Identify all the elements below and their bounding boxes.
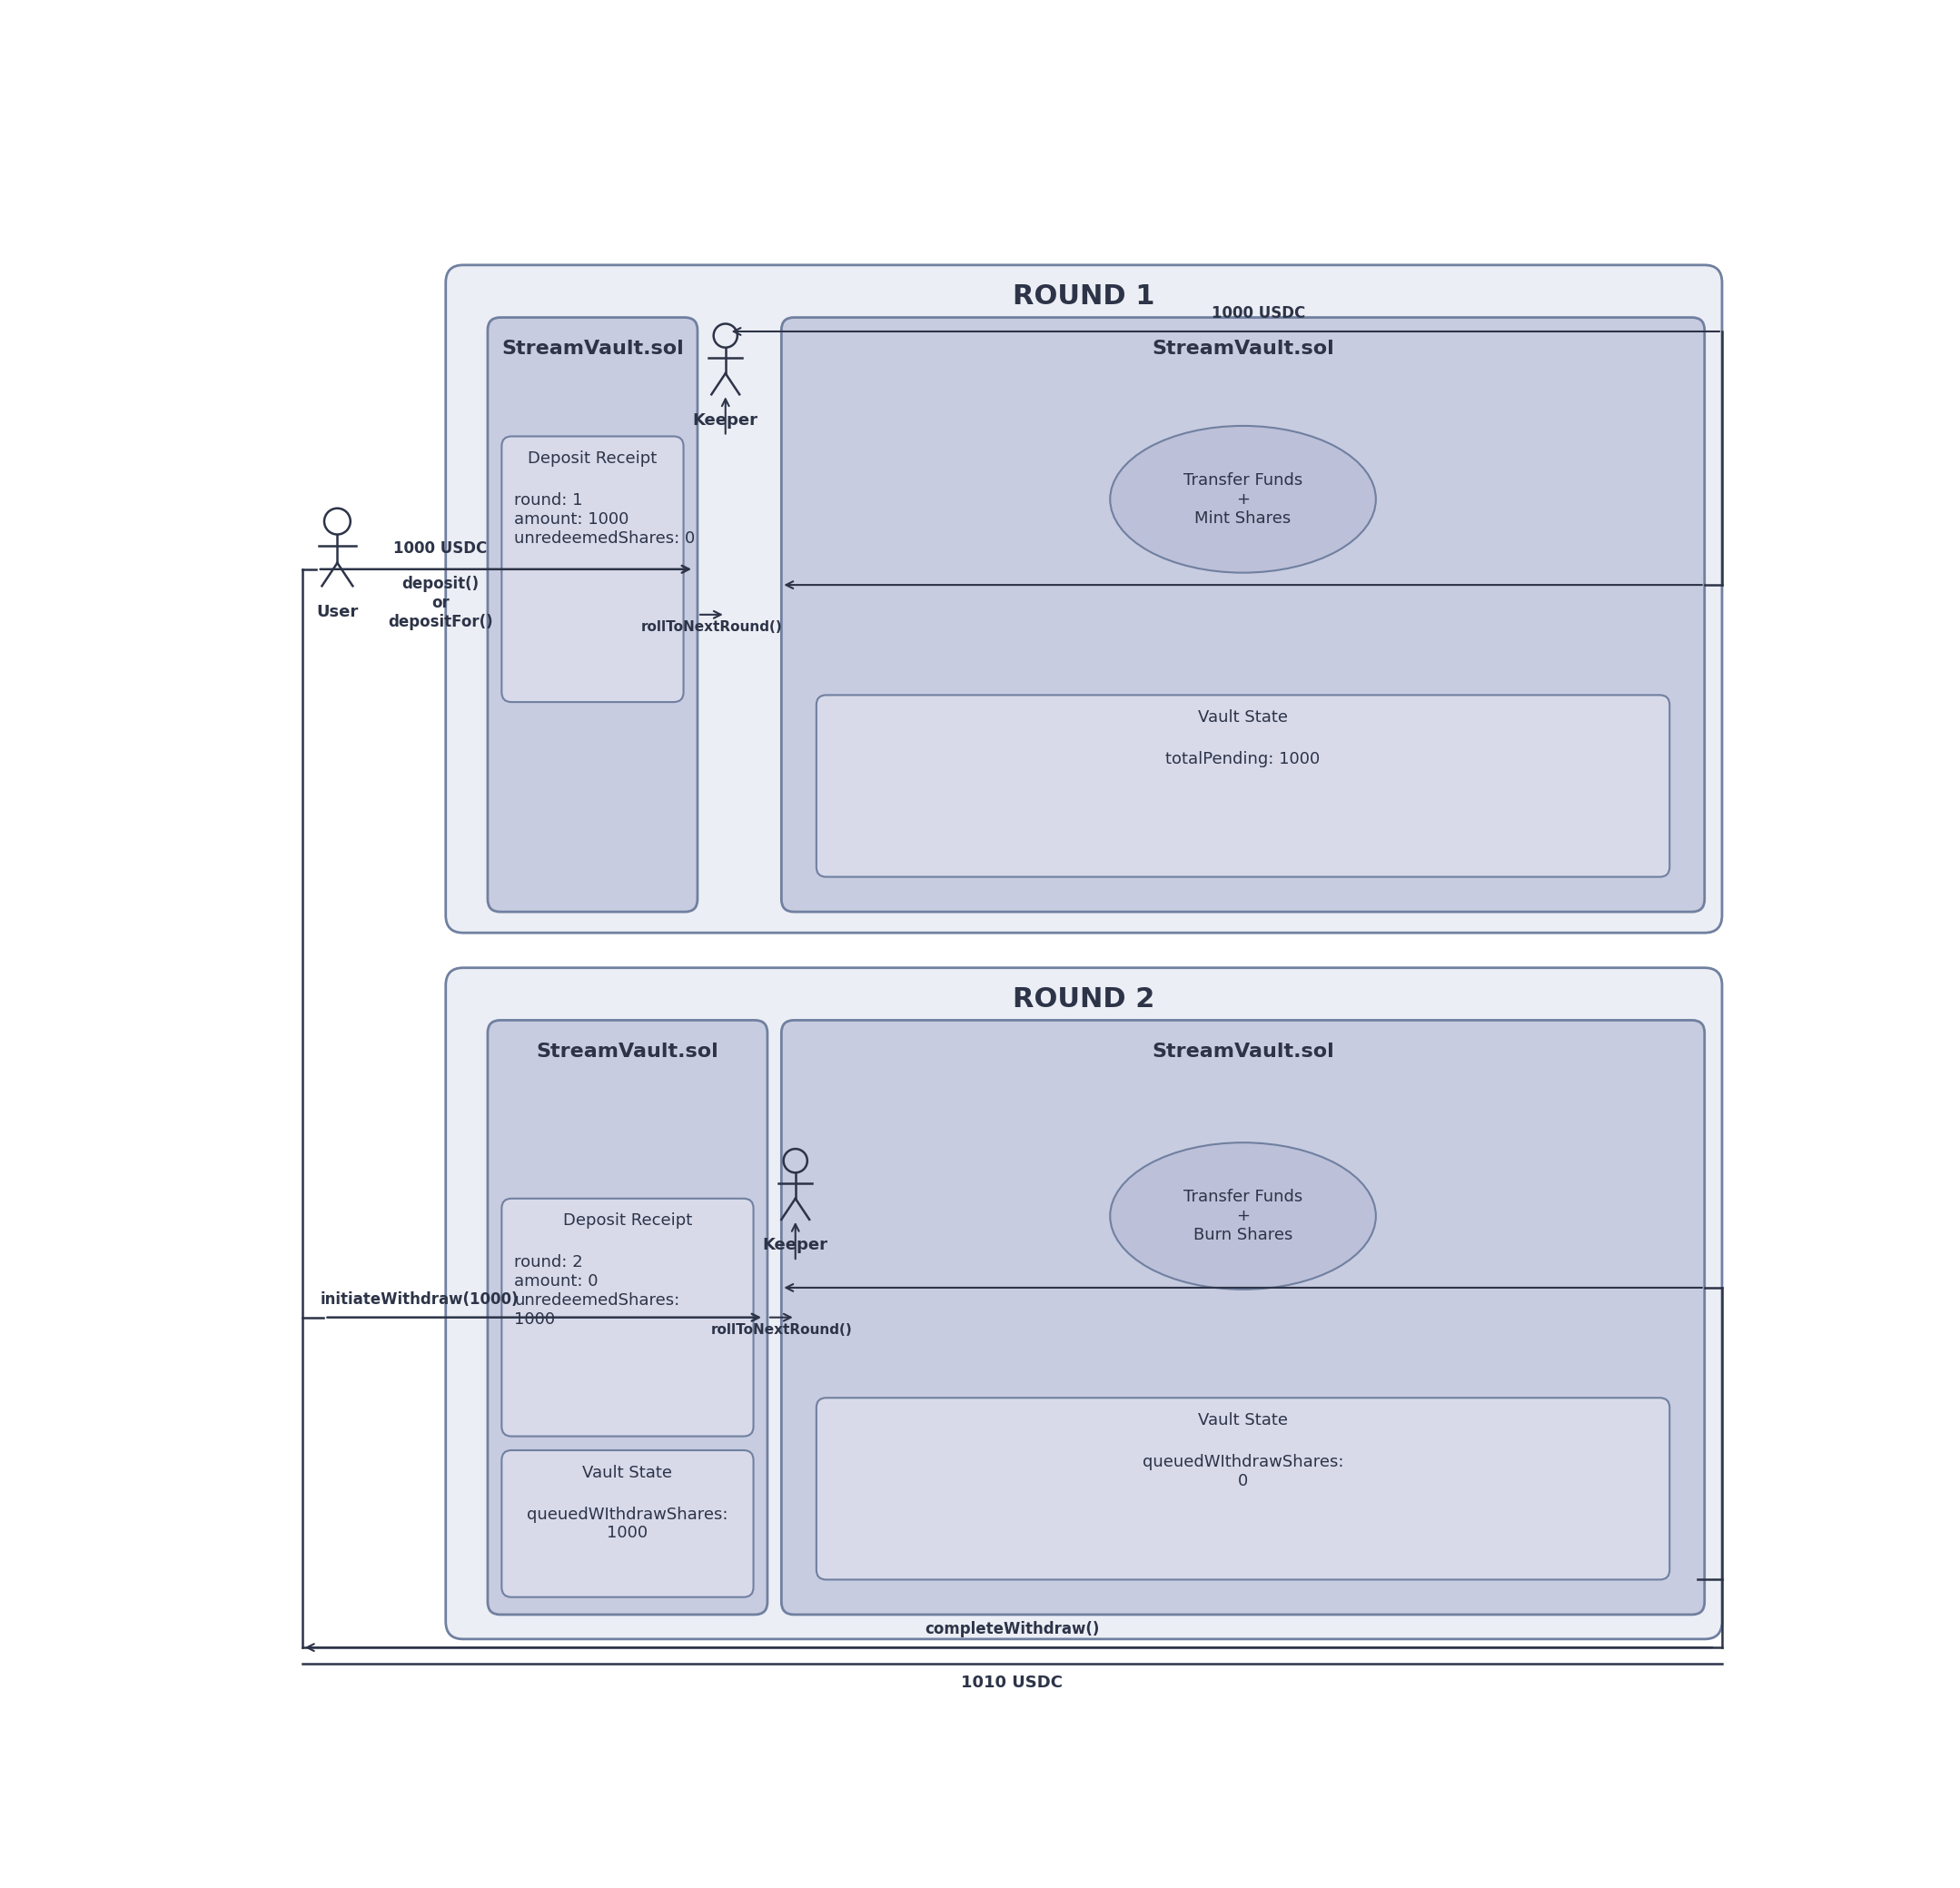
Text: 1010 USDC: 1010 USDC [960,1675,1062,1692]
Text: round: 1
amount: 1000
unredeemedShares: 0: round: 1 amount: 1000 unredeemedShares: … [514,493,696,546]
FancyBboxPatch shape [488,317,698,912]
FancyBboxPatch shape [445,969,1723,1639]
Text: rollToNextRound(): rollToNextRound() [641,621,782,634]
Text: Vault State: Vault State [1198,710,1288,725]
Text: 1000 USDC: 1000 USDC [394,540,488,557]
Text: StreamVault.sol: StreamVault.sol [537,1042,719,1061]
Text: StreamVault.sol: StreamVault.sol [502,340,684,359]
Text: ROUND 2: ROUND 2 [1013,986,1154,1012]
Text: Transfer Funds
+
Burn Shares: Transfer Funds + Burn Shares [1184,1189,1303,1242]
Text: ROUND 1: ROUND 1 [1013,283,1154,310]
Text: User: User [316,604,359,621]
Text: StreamVault.sol: StreamVault.sol [1152,1042,1335,1061]
FancyBboxPatch shape [488,1020,768,1614]
Text: completeWithdraw(): completeWithdraw() [925,1622,1100,1637]
Text: Keeper: Keeper [692,412,759,429]
Text: 1000 USDC: 1000 USDC [1211,306,1305,321]
FancyBboxPatch shape [782,317,1705,912]
Text: round: 2
amount: 0
unredeemedShares:
1000: round: 2 amount: 0 unredeemedShares: 100… [514,1254,680,1327]
Ellipse shape [1109,1142,1376,1290]
Text: totalPending: 1000: totalPending: 1000 [1166,751,1321,767]
FancyBboxPatch shape [817,1397,1670,1580]
Text: Deposit Receipt: Deposit Receipt [527,451,657,466]
FancyBboxPatch shape [502,436,684,702]
FancyBboxPatch shape [502,1199,753,1437]
Text: rollToNextRound(): rollToNextRound() [711,1323,853,1337]
Text: initiateWithdraw(1000): initiateWithdraw(1000) [319,1291,519,1308]
Text: Deposit Receipt: Deposit Receipt [563,1212,692,1229]
Text: Vault State: Vault State [582,1465,672,1480]
Text: queuedWIthdrawShares:
0: queuedWIthdrawShares: 0 [1143,1454,1343,1490]
Text: Vault State: Vault State [1198,1412,1288,1429]
FancyBboxPatch shape [445,264,1723,933]
FancyBboxPatch shape [502,1450,753,1597]
Text: Transfer Funds
+
Mint Shares: Transfer Funds + Mint Shares [1184,472,1303,527]
Ellipse shape [1109,427,1376,572]
FancyBboxPatch shape [817,695,1670,876]
FancyBboxPatch shape [782,1020,1705,1614]
Text: deposit()
or
depositFor(): deposit() or depositFor() [388,576,494,631]
Text: Keeper: Keeper [762,1237,827,1254]
Text: queuedWIthdrawShares:
1000: queuedWIthdrawShares: 1000 [527,1507,727,1541]
Text: StreamVault.sol: StreamVault.sol [1152,340,1335,359]
